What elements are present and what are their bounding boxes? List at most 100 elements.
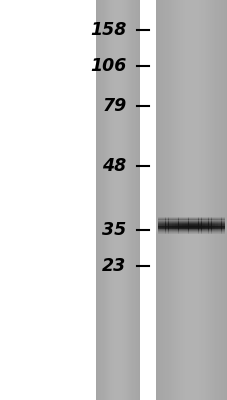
Bar <box>174 232 178 233</box>
Bar <box>112 0 113 400</box>
Bar <box>164 223 168 224</box>
Bar <box>207 232 211 233</box>
Bar <box>110 0 111 400</box>
Bar <box>157 0 159 400</box>
Bar <box>201 233 204 234</box>
Bar <box>210 231 214 232</box>
Bar <box>171 228 175 230</box>
Text: 48: 48 <box>102 157 126 175</box>
Bar <box>217 224 221 226</box>
Bar <box>220 217 224 219</box>
Bar <box>218 0 220 400</box>
Bar <box>184 226 188 228</box>
Bar <box>217 222 221 223</box>
Bar <box>171 226 175 228</box>
Bar <box>186 0 188 400</box>
Bar <box>138 0 140 400</box>
Bar <box>158 222 162 223</box>
Bar <box>184 230 188 231</box>
Bar <box>187 217 191 219</box>
Bar <box>132 0 133 400</box>
Bar <box>113 0 114 400</box>
Bar <box>174 220 178 222</box>
Bar <box>217 226 221 228</box>
Bar <box>220 224 224 226</box>
Bar <box>210 220 214 222</box>
Bar <box>194 231 198 232</box>
Bar <box>217 220 221 221</box>
Bar <box>202 0 204 400</box>
Bar <box>191 228 194 230</box>
Bar <box>187 233 191 234</box>
Bar <box>118 0 119 400</box>
Bar <box>206 0 207 400</box>
Bar <box>161 225 165 226</box>
Bar <box>197 220 201 221</box>
Bar <box>207 220 211 221</box>
Bar <box>178 228 181 230</box>
Bar <box>197 233 201 234</box>
Bar <box>210 222 214 223</box>
Bar <box>204 218 207 220</box>
Bar <box>197 223 201 224</box>
Bar <box>171 225 175 226</box>
Bar <box>201 230 204 231</box>
Bar <box>174 223 178 224</box>
Bar <box>174 224 178 226</box>
Bar <box>204 232 207 233</box>
Bar <box>204 230 207 231</box>
Bar <box>161 220 165 221</box>
Bar <box>220 225 224 226</box>
Bar <box>168 227 171 229</box>
Bar <box>178 223 181 224</box>
Bar <box>136 0 138 400</box>
Bar <box>197 227 201 229</box>
Bar <box>181 226 185 228</box>
Bar <box>214 217 217 219</box>
Bar <box>214 233 217 234</box>
Bar <box>220 218 224 220</box>
Bar <box>174 231 178 232</box>
Bar <box>116 0 118 400</box>
Bar <box>184 231 188 232</box>
Bar <box>127 0 129 400</box>
Bar <box>217 233 221 234</box>
Bar <box>207 220 211 222</box>
Bar <box>99 0 100 400</box>
Bar <box>220 231 224 232</box>
Bar <box>187 223 191 224</box>
Bar <box>181 217 185 219</box>
Bar <box>158 228 162 230</box>
Bar <box>201 227 204 229</box>
Bar <box>161 232 165 233</box>
Bar <box>204 233 207 234</box>
Bar <box>191 227 194 229</box>
Bar <box>197 230 201 231</box>
Bar <box>104 0 106 400</box>
Bar <box>164 225 168 226</box>
Bar <box>174 226 178 228</box>
Bar <box>187 227 191 229</box>
Bar <box>168 233 171 234</box>
Bar <box>191 231 194 232</box>
Bar <box>101 0 102 400</box>
Bar <box>125 0 127 400</box>
Bar <box>178 217 181 219</box>
Bar <box>207 0 209 400</box>
Bar <box>191 233 194 234</box>
Bar <box>171 233 175 234</box>
Bar <box>161 230 165 231</box>
Bar <box>161 226 165 228</box>
Bar <box>164 217 168 219</box>
Bar <box>158 217 162 219</box>
Bar <box>214 220 217 221</box>
Bar <box>214 218 217 220</box>
Bar <box>131 0 132 400</box>
Bar <box>220 223 224 224</box>
Bar <box>182 0 184 400</box>
Bar <box>184 220 188 222</box>
Bar <box>214 228 217 230</box>
Bar <box>204 222 207 223</box>
Bar <box>102 0 103 400</box>
Bar <box>210 227 214 229</box>
